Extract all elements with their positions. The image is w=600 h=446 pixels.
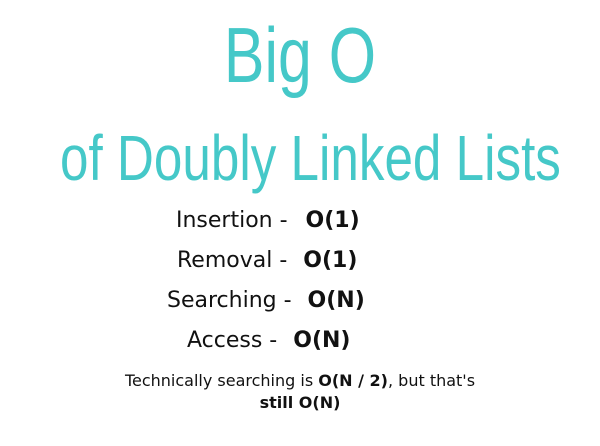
complexity-row-insertion: Insertion - O(1) [176, 210, 360, 232]
complexity-row-access: Access - O(N) [187, 330, 350, 352]
slide-title: Big O [223, 11, 377, 99]
slide-subtitle: of Doubly Linked Lists [60, 122, 561, 194]
complexity-value: O(1) [305, 208, 360, 233]
operation-label: Searching - [167, 288, 292, 313]
complexity-row-removal: Removal - O(1) [177, 250, 357, 272]
operation-label: Access - [187, 328, 278, 353]
complexity-value: O(1) [303, 248, 358, 273]
operation-label: Insertion - [176, 208, 288, 233]
complexity-value: O(N) [293, 328, 351, 353]
footnote-middle: , but that's [387, 371, 476, 390]
operation-label: Removal - [177, 248, 288, 273]
footnote-highlight: O(N / 2) [318, 371, 388, 390]
complexity-row-searching: Searching - O(N) [167, 290, 365, 312]
footnote-emphasis: still O(N) [259, 393, 341, 412]
footnote: Technically searching is O(N / 2), but t… [0, 370, 600, 414]
footnote-prefix: Technically searching is [124, 371, 319, 390]
complexity-value: O(N) [307, 288, 365, 313]
